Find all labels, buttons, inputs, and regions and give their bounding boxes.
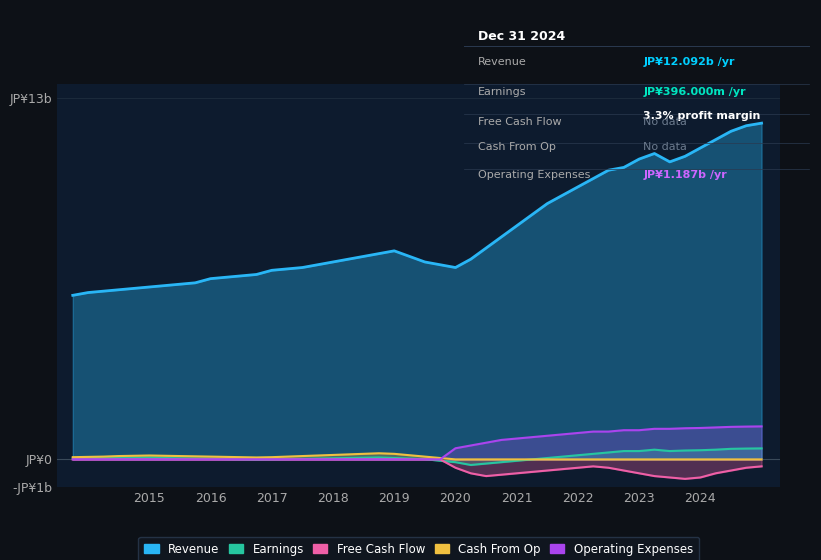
Text: Cash From Op: Cash From Op: [478, 142, 556, 152]
Text: 3.3% profit margin: 3.3% profit margin: [643, 111, 760, 121]
Text: JP¥12.092b /yr: JP¥12.092b /yr: [643, 58, 735, 67]
Text: Revenue: Revenue: [478, 58, 526, 67]
Text: Operating Expenses: Operating Expenses: [478, 170, 590, 180]
Legend: Revenue, Earnings, Free Cash Flow, Cash From Op, Operating Expenses: Revenue, Earnings, Free Cash Flow, Cash …: [139, 537, 699, 560]
Text: Dec 31 2024: Dec 31 2024: [478, 30, 565, 43]
Text: No data: No data: [643, 116, 687, 127]
Text: Earnings: Earnings: [478, 87, 526, 97]
Text: JP¥1.187b /yr: JP¥1.187b /yr: [643, 170, 727, 180]
Text: Free Cash Flow: Free Cash Flow: [478, 116, 562, 127]
Text: No data: No data: [643, 142, 687, 152]
Text: JP¥396.000m /yr: JP¥396.000m /yr: [643, 87, 745, 97]
